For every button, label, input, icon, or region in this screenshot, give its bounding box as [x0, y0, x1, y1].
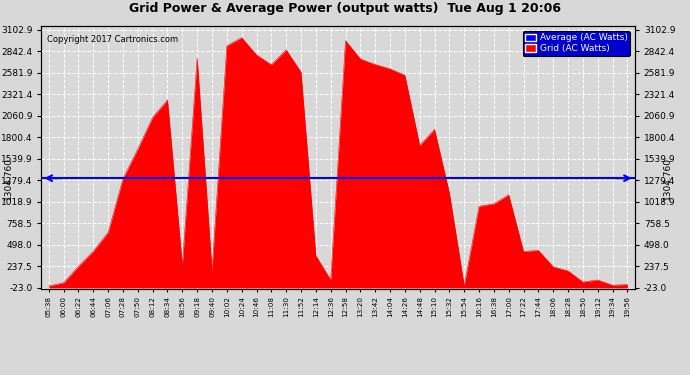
Text: Copyright 2017 Cartronics.com: Copyright 2017 Cartronics.com: [48, 36, 179, 45]
Text: 1304.760: 1304.760: [663, 157, 672, 200]
Legend: Average (AC Watts), Grid (AC Watts): Average (AC Watts), Grid (AC Watts): [522, 31, 630, 56]
Text: 1304.760: 1304.760: [4, 157, 13, 200]
Text: Grid Power & Average Power (output watts)  Tue Aug 1 20:06: Grid Power & Average Power (output watts…: [129, 2, 561, 15]
